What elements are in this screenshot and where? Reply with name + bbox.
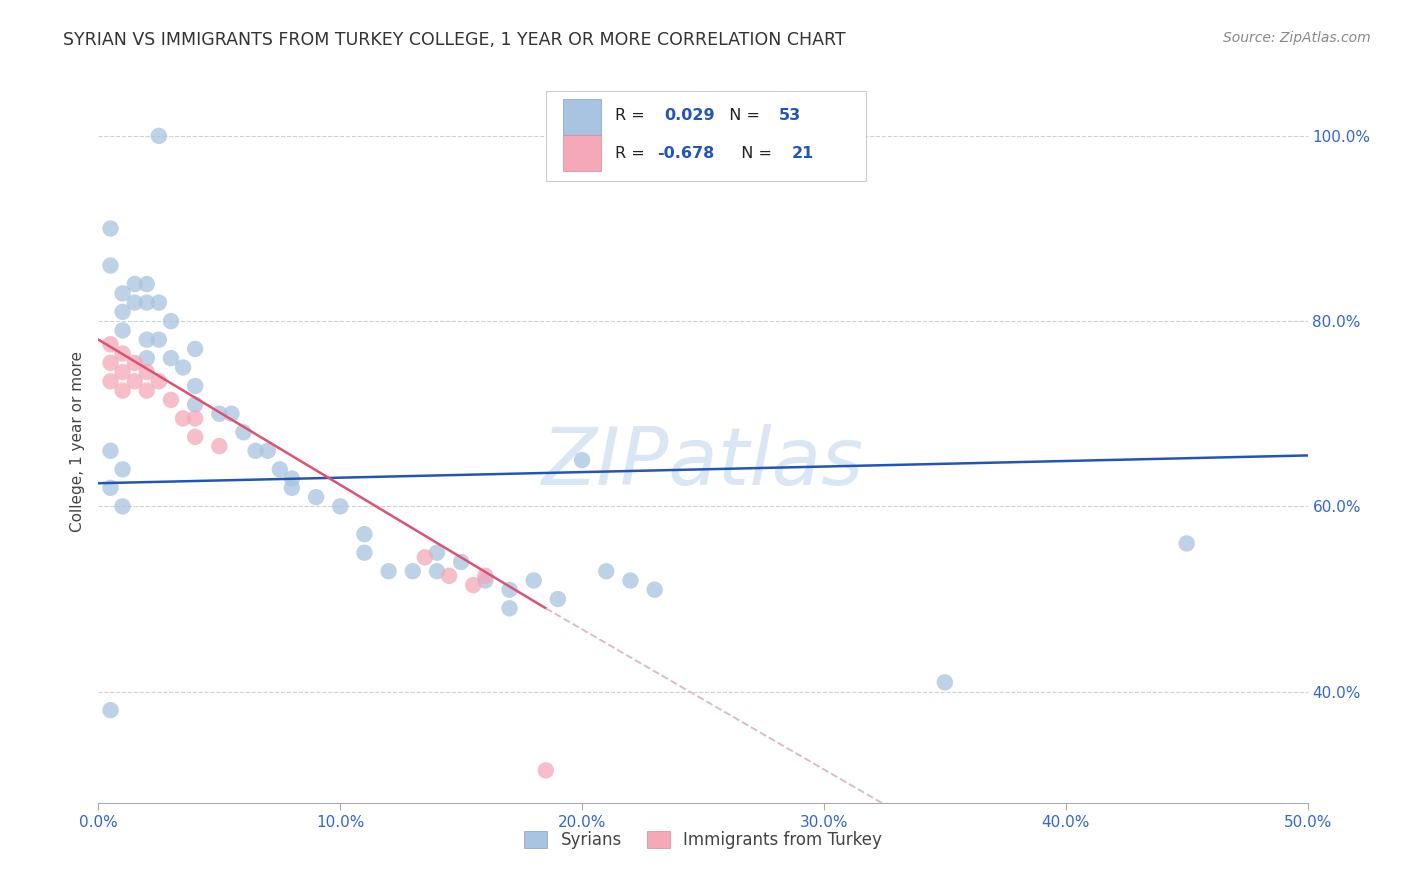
Point bbox=[208, 407, 231, 421]
Text: R =: R = bbox=[614, 108, 655, 123]
Point bbox=[100, 337, 122, 351]
Text: SYRIAN VS IMMIGRANTS FROM TURKEY COLLEGE, 1 YEAR OR MORE CORRELATION CHART: SYRIAN VS IMMIGRANTS FROM TURKEY COLLEGE… bbox=[63, 31, 846, 49]
Text: Source: ZipAtlas.com: Source: ZipAtlas.com bbox=[1223, 31, 1371, 45]
Point bbox=[281, 472, 304, 486]
Point bbox=[547, 592, 569, 607]
Text: ZIPatlas: ZIPatlas bbox=[541, 425, 865, 502]
Point bbox=[111, 323, 134, 337]
Point bbox=[571, 453, 593, 467]
Point bbox=[934, 675, 956, 690]
Text: -0.678: -0.678 bbox=[657, 145, 714, 161]
FancyBboxPatch shape bbox=[546, 91, 866, 181]
Text: 53: 53 bbox=[779, 108, 801, 123]
Point bbox=[450, 555, 472, 569]
Point bbox=[111, 286, 134, 301]
Text: N =: N = bbox=[731, 145, 778, 161]
Point bbox=[184, 430, 207, 444]
Point bbox=[100, 481, 122, 495]
Point bbox=[100, 259, 122, 273]
Point bbox=[619, 574, 641, 588]
Y-axis label: College, 1 year or more: College, 1 year or more bbox=[69, 351, 84, 532]
Text: R =: R = bbox=[614, 145, 650, 161]
Text: 0.029: 0.029 bbox=[664, 108, 714, 123]
Point bbox=[100, 221, 122, 235]
Point bbox=[124, 295, 146, 310]
Point bbox=[124, 277, 146, 291]
Point bbox=[172, 411, 194, 425]
Point bbox=[135, 277, 157, 291]
Point bbox=[100, 443, 122, 458]
FancyBboxPatch shape bbox=[562, 136, 602, 171]
Point bbox=[377, 564, 399, 578]
Point bbox=[1175, 536, 1198, 550]
Point bbox=[184, 342, 207, 356]
Point bbox=[100, 703, 122, 717]
Point bbox=[221, 407, 243, 421]
Point bbox=[184, 379, 207, 393]
Point bbox=[437, 569, 460, 583]
Point bbox=[160, 392, 183, 407]
Point bbox=[474, 569, 496, 583]
Text: 21: 21 bbox=[792, 145, 814, 161]
Point bbox=[353, 546, 375, 560]
Point bbox=[534, 764, 557, 778]
Point bbox=[100, 356, 122, 370]
Point bbox=[329, 500, 352, 514]
Point bbox=[644, 582, 666, 597]
Legend: Syrians, Immigrants from Turkey: Syrians, Immigrants from Turkey bbox=[517, 824, 889, 856]
Point bbox=[148, 295, 170, 310]
Point bbox=[426, 546, 449, 560]
Point bbox=[148, 333, 170, 347]
Point bbox=[463, 578, 485, 592]
Point bbox=[426, 564, 449, 578]
Point bbox=[184, 411, 207, 425]
Point bbox=[111, 365, 134, 379]
Point bbox=[172, 360, 194, 375]
Point bbox=[208, 439, 231, 453]
Point bbox=[245, 443, 267, 458]
Point bbox=[256, 443, 278, 458]
Point bbox=[135, 351, 157, 366]
Point bbox=[124, 375, 146, 389]
Point bbox=[135, 295, 157, 310]
FancyBboxPatch shape bbox=[562, 99, 602, 136]
Point bbox=[111, 346, 134, 360]
Point bbox=[281, 481, 304, 495]
Point bbox=[111, 384, 134, 398]
Point bbox=[100, 375, 122, 389]
Point bbox=[232, 425, 254, 440]
Point bbox=[135, 365, 157, 379]
Point bbox=[135, 333, 157, 347]
Point bbox=[413, 550, 436, 565]
Point bbox=[111, 500, 134, 514]
Text: N =: N = bbox=[718, 108, 765, 123]
Point bbox=[148, 128, 170, 143]
Point bbox=[148, 375, 170, 389]
Point bbox=[595, 564, 617, 578]
Point bbox=[498, 601, 520, 615]
Point bbox=[523, 574, 546, 588]
Point bbox=[160, 351, 183, 366]
Point bbox=[402, 564, 425, 578]
Point bbox=[111, 305, 134, 319]
Point bbox=[353, 527, 375, 541]
Point bbox=[135, 384, 157, 398]
Point bbox=[124, 356, 146, 370]
Point bbox=[111, 462, 134, 476]
Point bbox=[305, 490, 328, 504]
Point bbox=[498, 582, 520, 597]
Point bbox=[184, 397, 207, 411]
Point bbox=[160, 314, 183, 328]
Point bbox=[474, 574, 496, 588]
Point bbox=[269, 462, 291, 476]
